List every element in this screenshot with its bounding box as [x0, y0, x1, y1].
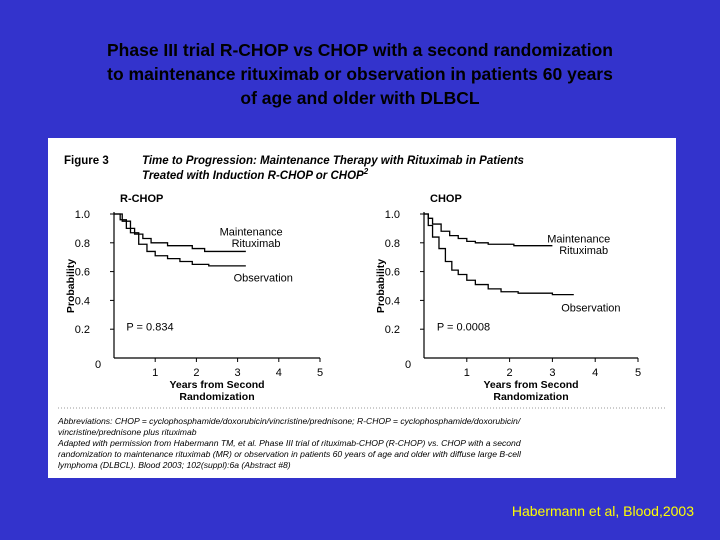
- citation: Habermann et al, Blood,2003: [511, 503, 694, 519]
- figure-panel: Figure 3 Time to Progression: Maintenanc…: [48, 138, 676, 478]
- x-tick-label: 5: [317, 367, 323, 379]
- footnote-line: lymphoma (DLBCL). Blood 2003; 102(suppl)…: [58, 460, 291, 470]
- slide-title-line: Phase III trial R-CHOP vs CHOP with a se…: [107, 40, 613, 60]
- figure-title-text: Treated with Induction R-CHOP or CHOP: [142, 170, 364, 182]
- figure-label: Figure 3: [64, 155, 109, 167]
- x-tick-label: 5: [635, 367, 641, 379]
- y-tick-label: 0.8: [75, 238, 90, 250]
- curve-label: Rituximab: [559, 245, 608, 257]
- slide-title-line: to maintenance rituximab or observation …: [107, 64, 613, 84]
- x-tick-label: 0: [95, 359, 101, 371]
- y-tick-label: 0.8: [385, 238, 400, 250]
- footnote-line: Abbreviations: CHOP = cyclophosphamide/d…: [57, 416, 522, 426]
- y-tick-label: 1.0: [385, 209, 400, 221]
- y-tick-label: 0.2: [75, 324, 90, 336]
- y-axis-label: Probability: [65, 259, 77, 313]
- y-tick-label: 1.0: [75, 209, 90, 221]
- x-axis-label: Years from Second: [483, 379, 578, 391]
- chart-area: R-CHOP 0.2 0.4 0.6 0.8 1.0 0 1 2 3 4 5 Probability Ye…: [65, 193, 641, 403]
- x-tick-label: 2: [193, 367, 199, 379]
- x-tick-label: 3: [549, 367, 555, 379]
- x-tick-label: 2: [507, 367, 513, 379]
- x-tick-label: 4: [276, 367, 282, 379]
- y-tick-label: 0.4: [75, 295, 90, 307]
- observation-curve: [424, 213, 574, 296]
- curve-label: Observation: [234, 272, 293, 284]
- x-axis-label: Randomization: [493, 391, 568, 403]
- figure-title-superscript: 2: [363, 167, 369, 176]
- maintenance-curve: [114, 213, 246, 253]
- x-axis-label: Randomization: [179, 391, 254, 403]
- footnote-line: vincristine/prednisone plus rituximab: [58, 427, 197, 437]
- y-tick-label: 0.4: [385, 295, 400, 307]
- x-tick-label: 1: [152, 367, 158, 379]
- curve-label: Maintenance: [547, 233, 610, 245]
- footnote-line: randomization to maintenance rituximab (…: [58, 449, 522, 459]
- y-tick-label: 0.6: [385, 267, 400, 279]
- slide-title: Phase III trial R-CHOP vs CHOP with a se…: [40, 38, 680, 110]
- curve-label: Rituximab: [232, 238, 281, 250]
- p-value-label: P = 0.0008: [437, 321, 490, 333]
- y-tick-label: 0.6: [75, 267, 90, 279]
- km-chart-chop: CHOP 0.2 0.4 0.6 0.8 1.0 0 1 2 3 4 5 Probability Year…: [375, 193, 641, 403]
- figure-title-line: Time to Progression: Maintenance Therapy…: [142, 155, 524, 167]
- footnote-line: Adapted with permission from Habermann T…: [57, 438, 521, 448]
- km-chart-rchop: R-CHOP 0.2 0.4 0.6 0.8 1.0 0 1 2 3 4 5 Probability Ye…: [65, 193, 323, 403]
- y-tick-label: 0.2: [385, 324, 400, 336]
- slide-title-line: of age and older with DLBCL: [240, 88, 480, 108]
- x-tick-label: 1: [464, 367, 470, 379]
- x-tick-label: 3: [235, 367, 241, 379]
- figure-title-line: Treated with Induction R-CHOP or CHOP2: [142, 167, 369, 182]
- x-tick-label: 0: [405, 359, 411, 371]
- maintenance-curve: [424, 213, 553, 247]
- x-axis-label: Years from Second: [169, 379, 264, 391]
- figure-svg: Figure 3 Time to Progression: Maintenanc…: [57, 155, 666, 470]
- panel-title: R-CHOP: [120, 193, 163, 205]
- footnote: Abbreviations: CHOP = cyclophosphamide/d…: [57, 416, 522, 470]
- curve-label: Maintenance: [220, 226, 283, 238]
- panel-title: CHOP: [430, 193, 462, 205]
- observation-curve: [114, 213, 246, 267]
- curve-label: Observation: [561, 303, 620, 315]
- x-tick-label: 4: [592, 367, 598, 379]
- y-axis-label: Probability: [375, 259, 387, 313]
- p-value-label: P = 0.834: [126, 321, 173, 333]
